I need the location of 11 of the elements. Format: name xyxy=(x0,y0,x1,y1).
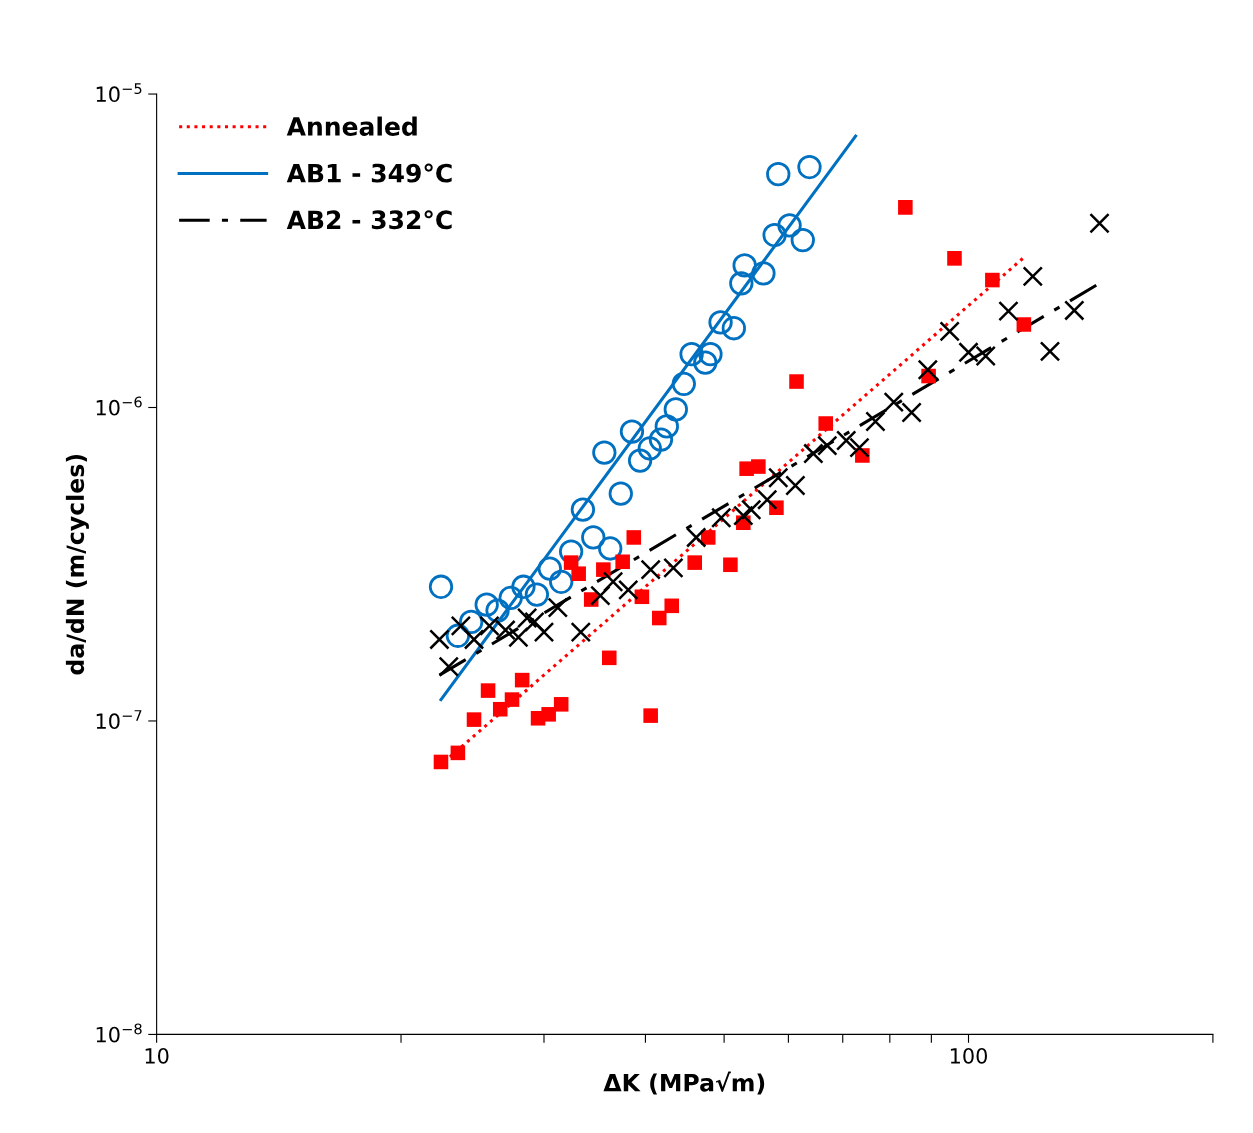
x-axis-title: ΔK (MPa√m) xyxy=(603,1071,765,1095)
legend-label: Annealed xyxy=(286,116,417,136)
legend-label: AB2 - 332°C xyxy=(286,210,452,230)
y-tick-label: 10$^{−5}$ xyxy=(96,83,142,103)
x-tick-label: 100 xyxy=(950,1047,987,1064)
x-tick-label: 10 xyxy=(145,1047,169,1064)
y-axis-title: da/dN (m/cycles) xyxy=(65,454,89,675)
y-tick-label: 10$^{−8}$ xyxy=(96,1023,142,1043)
y-tick-label: 10$^{−6}$ xyxy=(96,396,142,416)
y-tick-label: 10$^{−7}$ xyxy=(96,710,142,730)
legend-label: AB1 - 349°C xyxy=(286,163,452,183)
